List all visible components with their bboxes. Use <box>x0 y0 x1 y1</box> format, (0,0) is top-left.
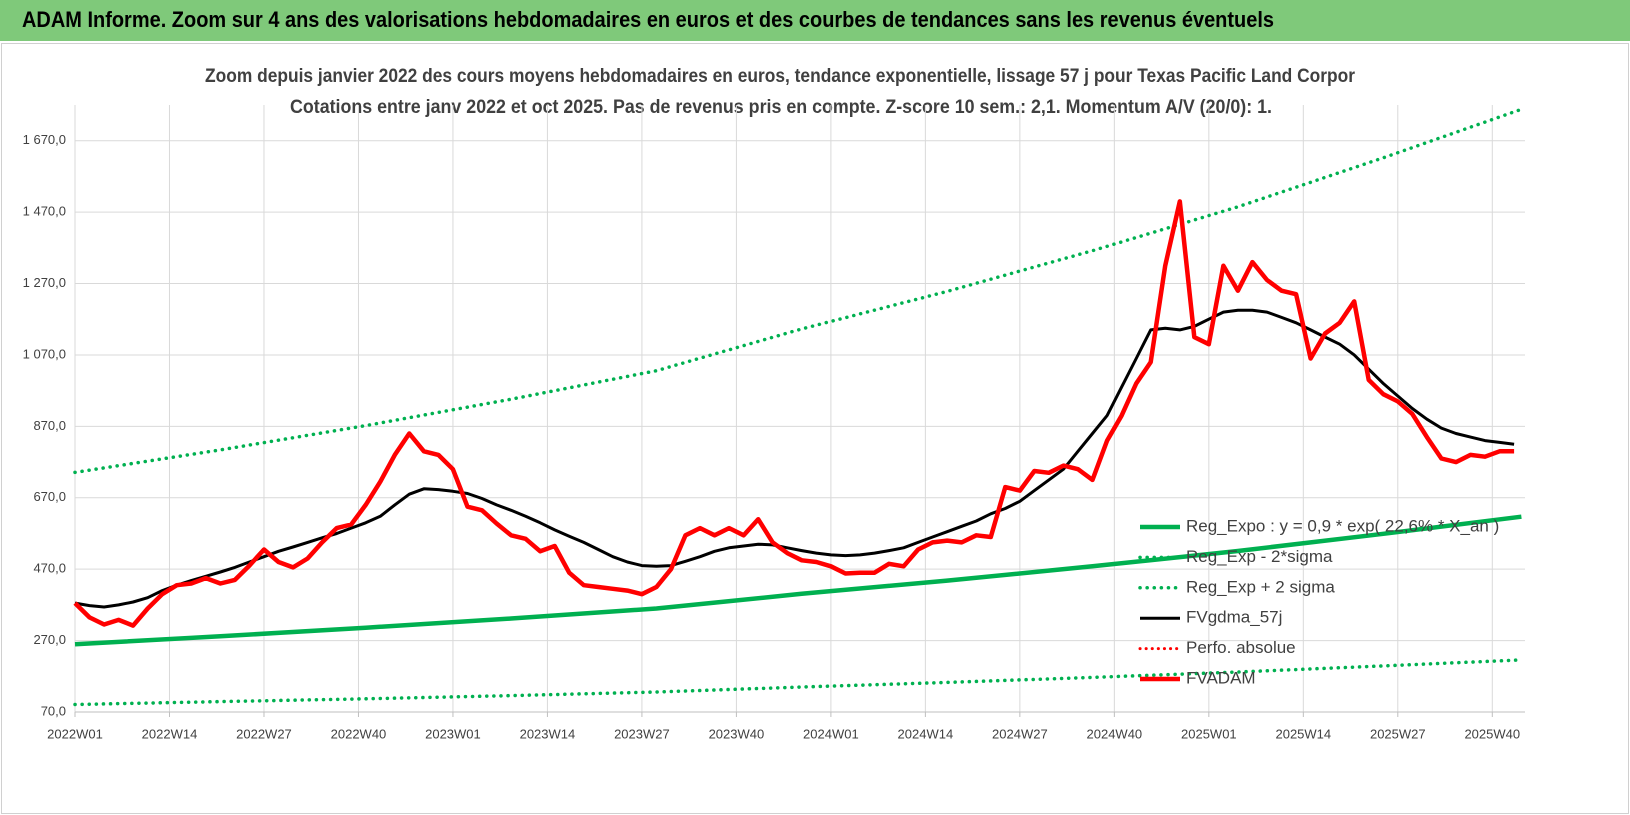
series-line <box>74 514 1522 647</box>
y-tick-label: 1 070,0 <box>23 346 66 361</box>
y-tick-label: 1 270,0 <box>23 275 66 290</box>
y-tick-label: 670,0 <box>33 489 66 504</box>
grid: 70,0 270,0 470,0 670,0 870,0 1 070,0 1 270,0 1 … <box>23 105 1525 741</box>
series-line <box>73 658 1524 707</box>
x-tick-label: 2023W40 <box>709 726 765 741</box>
legend-label: Perfo. absolue <box>1186 638 1296 657</box>
y-tick-label: 270,0 <box>33 632 66 647</box>
legend-label: Reg_Expo : y = 0,9 * exp( 22,6% * X_an ) <box>1186 516 1499 535</box>
series-line <box>74 308 1515 609</box>
x-tick-label: 2023W14 <box>520 726 576 741</box>
x-tick-label: 2024W14 <box>898 726 954 741</box>
x-tick-label: 2022W14 <box>142 726 198 741</box>
x-tick-label: 2025W40 <box>1464 726 1520 741</box>
y-tick-label: 870,0 <box>33 418 66 433</box>
header-title: ADAM Informe. Zoom sur 4 ans des valoris… <box>22 7 1274 32</box>
chart-frame <box>1 43 1629 814</box>
chart-title: Zoom depuis janvier 2022 des cours moyen… <box>205 66 1356 87</box>
x-tick-label: 2025W27 <box>1370 726 1426 741</box>
x-tick-label: 2023W01 <box>425 726 481 741</box>
header-band <box>0 0 1630 41</box>
x-tick-label: 2025W01 <box>1181 726 1237 741</box>
legend-label: FVADAM <box>1186 668 1256 687</box>
plot <box>73 107 1524 707</box>
y-tick-label: 70,0 <box>41 703 66 718</box>
x-tick-label: 2022W27 <box>236 726 292 741</box>
x-tick-label: 2024W01 <box>803 726 859 741</box>
y-tick-label: 470,0 <box>33 561 66 576</box>
x-tick-label: 2023W27 <box>614 726 670 741</box>
x-tick-label: 2025W14 <box>1275 726 1331 741</box>
chart-subtitle: Cotations entre janv 2022 et oct 2025. P… <box>290 97 1272 118</box>
legend-label: FVgdma_57j <box>1186 608 1282 627</box>
x-tick-label: 2022W40 <box>331 726 387 741</box>
series-line <box>73 199 1515 628</box>
legend-label: Reg_Exp - 2*sigma <box>1186 547 1333 566</box>
y-tick-label: 1 470,0 <box>23 204 66 219</box>
x-tick-label: 2022W01 <box>47 726 103 741</box>
legend: Reg_Expo : y = 0,9 * exp( 22,6% * X_an )… <box>1138 516 1499 687</box>
x-tick-label: 2024W40 <box>1087 726 1143 741</box>
legend-label: Reg_Exp + 2 sigma <box>1186 577 1335 596</box>
x-tick-label: 2024W27 <box>992 726 1048 741</box>
y-tick-label: 1 670,0 <box>23 132 66 147</box>
